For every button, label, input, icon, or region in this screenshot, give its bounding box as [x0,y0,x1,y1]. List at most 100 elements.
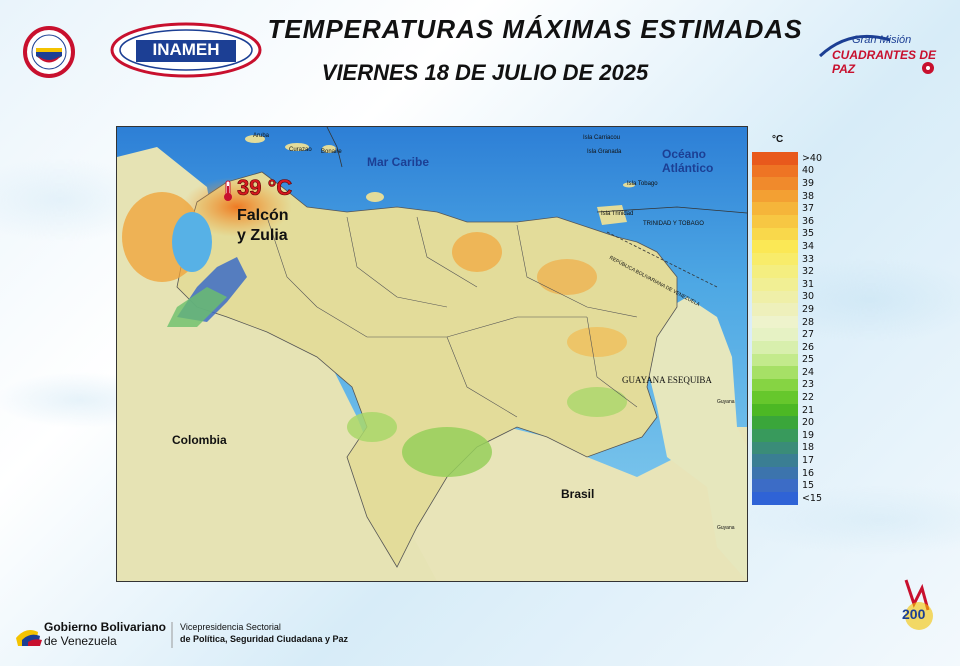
legend-label: 26 [802,341,815,353]
vice-line2: de Política, Seguridad Ciudadana y Paz [180,634,349,644]
label-mar-caribe: Mar Caribe [367,155,430,169]
legend-label: 18 [802,442,815,454]
legend-row: 15 [752,479,822,493]
legend-swatch [752,227,798,241]
legend-swatch [752,391,798,404]
legend-swatch [752,441,798,455]
legend-row: 26 [752,340,822,354]
legend-row: 36 [752,214,822,228]
temperature-map: 39 °C Falcón y Zulia Mar Caribe Océano A… [116,126,748,582]
legend-swatch [752,429,798,442]
inameh-logo [110,22,262,78]
temperature-legend: >40 40 39 38 37 36 35 34 33 32 31 30 29 28 27 26 25 24 23 2… [752,152,822,505]
highlight-region-line2: y Zulia [237,227,288,244]
legend-label: 23 [802,379,815,391]
legend-swatch [752,290,798,304]
gov-line2: de Venezuela [44,634,117,648]
gran-mision-logo [818,34,934,74]
legend-swatch [752,189,798,203]
legend-row: 30 [752,290,822,304]
legend-label: 39 [802,177,815,189]
legend-row: 28 [752,315,822,329]
label-isla-trinidad: Isla Trinidad [601,211,634,217]
legend-row: 18 [752,441,822,455]
legend-label: 32 [802,266,815,278]
maritime-boundary [326,127,343,168]
legend-swatch [752,277,798,291]
gobierno-logo [16,622,173,648]
legend-row: 31 [752,277,822,291]
label-aruba: Aruba [253,133,270,139]
legend-label: 38 [802,190,815,202]
legend-swatch [752,315,798,329]
bicentenario-text: 200 [902,606,926,622]
guyana-land [637,297,747,581]
legend-row: 32 [752,265,822,278]
legend-row: 24 [752,366,822,379]
legend-row: 39 [752,177,822,190]
page-date: VIERNES 18 DE JULIO DE 2025 [321,60,649,85]
highlight-region-line1: Falcón [237,207,289,224]
legend-swatch [752,328,798,341]
bicentenario-logo [904,579,933,630]
lake-maracaibo [172,212,212,272]
cicpc-emblem-logo [23,26,75,78]
legend-row: 20 [752,416,822,430]
legend-row: 21 [752,403,822,417]
legend-label: 40 [802,165,815,177]
legend-swatch [752,466,798,480]
legend-label: 25 [802,354,815,366]
label-brasil: Brasil [561,487,595,501]
legend-swatch [752,177,798,190]
legend-row: 37 [752,202,822,215]
legend-row: 34 [752,240,822,253]
maritime-boundary-east [596,206,747,214]
legend-label: 35 [802,228,815,240]
map-svg [117,127,747,581]
legend-row: 33 [752,252,822,266]
aruba-island [245,135,265,143]
legend-label: 34 [802,240,815,252]
legend-swatch [752,240,798,253]
inameh-logo-text: INAMEH [152,40,220,59]
legend-label: 28 [802,316,815,328]
legend-label: 29 [802,303,815,315]
frontier-line [606,231,718,288]
legend-label: 27 [802,329,815,341]
trinidad-island [597,205,627,225]
legend-swatch [752,202,798,215]
legend-label: 17 [802,455,815,467]
legend-label: 37 [802,203,815,215]
bonaire-island [322,145,336,153]
label-guyana-south: Guyana [717,525,735,531]
legend-swatch [752,152,798,165]
legend-label: 22 [802,392,815,404]
label-curazao: Curazao [289,147,312,153]
label-guayana: GUAYANA ESEQUIBA [622,375,712,385]
legend-label: 31 [802,278,815,290]
falcon-hot-zone [182,177,292,237]
legend-swatch [752,492,798,505]
gov-line1: Gobierno Bolivariano [44,620,167,634]
state-boundaries [266,216,638,418]
legend-swatch [752,403,798,417]
legend-swatch [752,378,798,392]
legend-row: 17 [752,454,822,467]
cool-zone-east [567,387,627,417]
margarita-island [366,192,384,202]
legend-swatch [752,265,798,278]
label-carriacou: Isla Carriacou [583,135,621,141]
legend-label: 30 [802,291,815,303]
legend-label: 36 [802,215,815,227]
legend-unit: °C [772,134,784,145]
legend-row: 23 [752,378,822,392]
legend-row: 40 [752,164,822,178]
andes-green-zone [167,287,227,327]
legend-label: 20 [802,417,815,429]
legend-row: >40 [752,152,822,165]
legend-swatch [752,252,798,266]
legend-row: 25 [752,353,822,367]
legend-row: 27 [752,328,822,341]
legend-label: >40 [801,152,822,164]
thermometer-icon [224,180,232,201]
